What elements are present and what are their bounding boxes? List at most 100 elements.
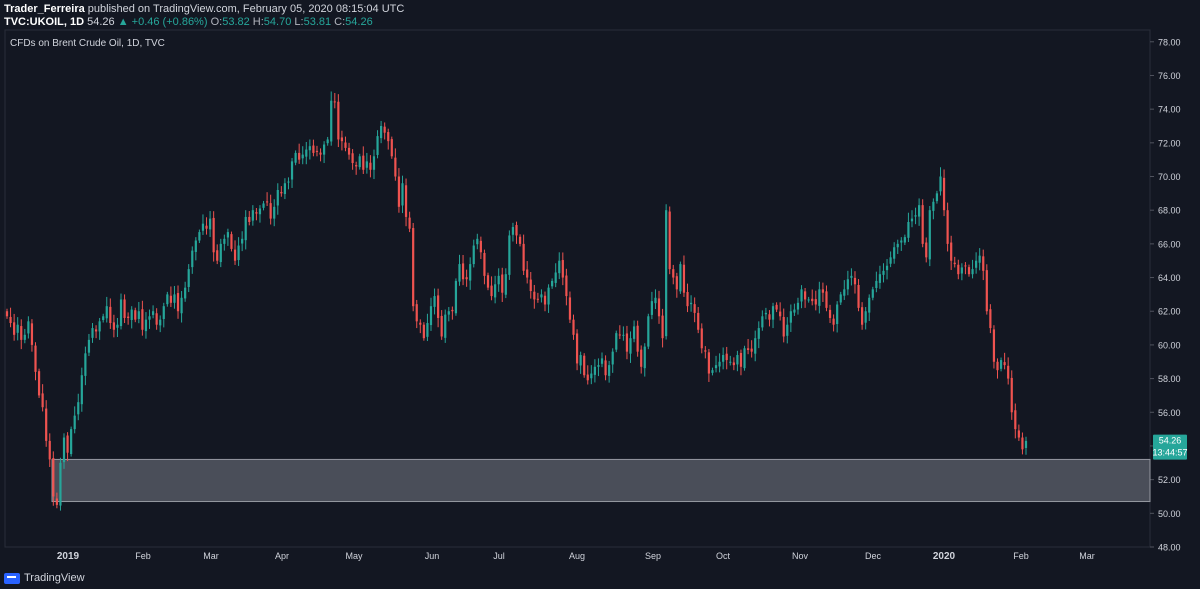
candle-body	[907, 221, 910, 238]
candle-body	[743, 348, 746, 369]
candle-body	[533, 291, 536, 300]
candle-body	[515, 225, 518, 236]
candle-body	[707, 352, 711, 374]
x-tick-label: Mar	[1079, 551, 1095, 561]
x-tick-label: Mar	[203, 551, 219, 561]
candle-body	[45, 408, 48, 441]
y-tick-label: 48.00	[1158, 543, 1181, 553]
candle-body	[632, 326, 636, 339]
candle-body	[714, 365, 718, 369]
candle-body	[212, 217, 215, 253]
candle-body	[219, 243, 222, 263]
candle-body	[889, 257, 892, 264]
candle-body	[843, 289, 846, 296]
candle-body	[622, 334, 625, 336]
x-tick-label: May	[345, 551, 363, 561]
candle-body	[298, 152, 301, 160]
y-tick-label: 52.00	[1158, 475, 1181, 485]
candle-body	[679, 264, 682, 292]
candle-body	[782, 316, 785, 337]
candle-body	[575, 333, 579, 364]
candle-body	[251, 210, 254, 221]
candle-body	[700, 328, 703, 349]
candle-body	[832, 318, 835, 325]
last-price: 54.26	[87, 16, 115, 28]
candle-body	[52, 458, 55, 497]
candle-body	[543, 295, 547, 305]
candle-body	[982, 256, 985, 271]
low-value: 53.81	[303, 16, 332, 28]
candle-body	[362, 155, 365, 170]
candle-body	[134, 310, 137, 320]
publish-info: Trader_Ferreira published on TradingView…	[4, 3, 404, 15]
candle-body	[415, 304, 418, 322]
candle-body	[650, 301, 653, 315]
candle-body	[950, 242, 953, 261]
candle-body	[173, 294, 176, 303]
candle-body	[23, 334, 26, 340]
candle-body	[330, 100, 333, 142]
candle-body	[893, 247, 896, 259]
publisher-name[interactable]: Trader_Ferreira	[4, 3, 85, 15]
y-tick-label: 70.00	[1158, 172, 1181, 182]
candle-body	[230, 234, 233, 249]
candle-body	[978, 255, 981, 263]
candle-body	[618, 334, 621, 336]
candle-body	[590, 373, 593, 379]
candle-body	[568, 297, 572, 320]
candle-body	[689, 302, 693, 305]
candle-body	[187, 269, 190, 287]
candle-body	[387, 132, 390, 142]
candle-body	[73, 415, 76, 430]
x-tick-label: 2020	[933, 551, 956, 562]
footer-brand[interactable]: TradingView	[4, 572, 85, 584]
candle-body	[55, 498, 58, 505]
candle-body	[501, 274, 504, 293]
candle-body	[315, 150, 319, 152]
candle-body	[408, 217, 411, 229]
candle-body	[337, 101, 340, 140]
candle-body	[814, 299, 817, 305]
candle-body	[882, 270, 885, 275]
candle-body	[358, 156, 361, 168]
open-label: O:	[210, 16, 223, 28]
candle-body	[9, 316, 12, 324]
x-tick-label: Feb	[1013, 551, 1029, 561]
candle-body	[586, 374, 589, 381]
candle-body	[347, 147, 351, 155]
candle-body	[148, 316, 151, 320]
candle-body	[301, 154, 304, 159]
candle-body	[504, 274, 507, 295]
y-tick-label: 68.00	[1158, 206, 1181, 216]
candle-body	[198, 232, 201, 241]
x-tick-label: 2019	[57, 551, 80, 562]
candle-body	[486, 275, 490, 288]
candle-body	[344, 142, 347, 148]
candle-body	[340, 137, 344, 142]
candle-body	[116, 324, 119, 328]
candle-body	[483, 252, 486, 276]
candle-body	[597, 365, 600, 367]
candle-body	[397, 176, 401, 207]
candle-body	[444, 314, 447, 338]
high-label: H:	[252, 16, 264, 28]
y-tick-label: 64.00	[1158, 273, 1181, 283]
candle-body	[451, 309, 454, 312]
x-tick-label: Jun	[425, 551, 440, 561]
candle-body	[77, 402, 80, 415]
candle-body	[746, 348, 750, 350]
candle-body	[718, 361, 721, 367]
candle-body	[757, 328, 760, 339]
candle-body	[447, 311, 450, 315]
candle-body	[736, 355, 739, 365]
x-tick-label: Nov	[792, 551, 809, 561]
candle-body	[176, 293, 180, 312]
candle-body	[775, 304, 778, 310]
candle-body	[900, 240, 903, 243]
candle-body	[201, 223, 205, 231]
candle-body	[244, 216, 247, 241]
candle-body	[754, 338, 757, 354]
candle-body	[818, 289, 821, 306]
candle-body	[964, 265, 967, 267]
